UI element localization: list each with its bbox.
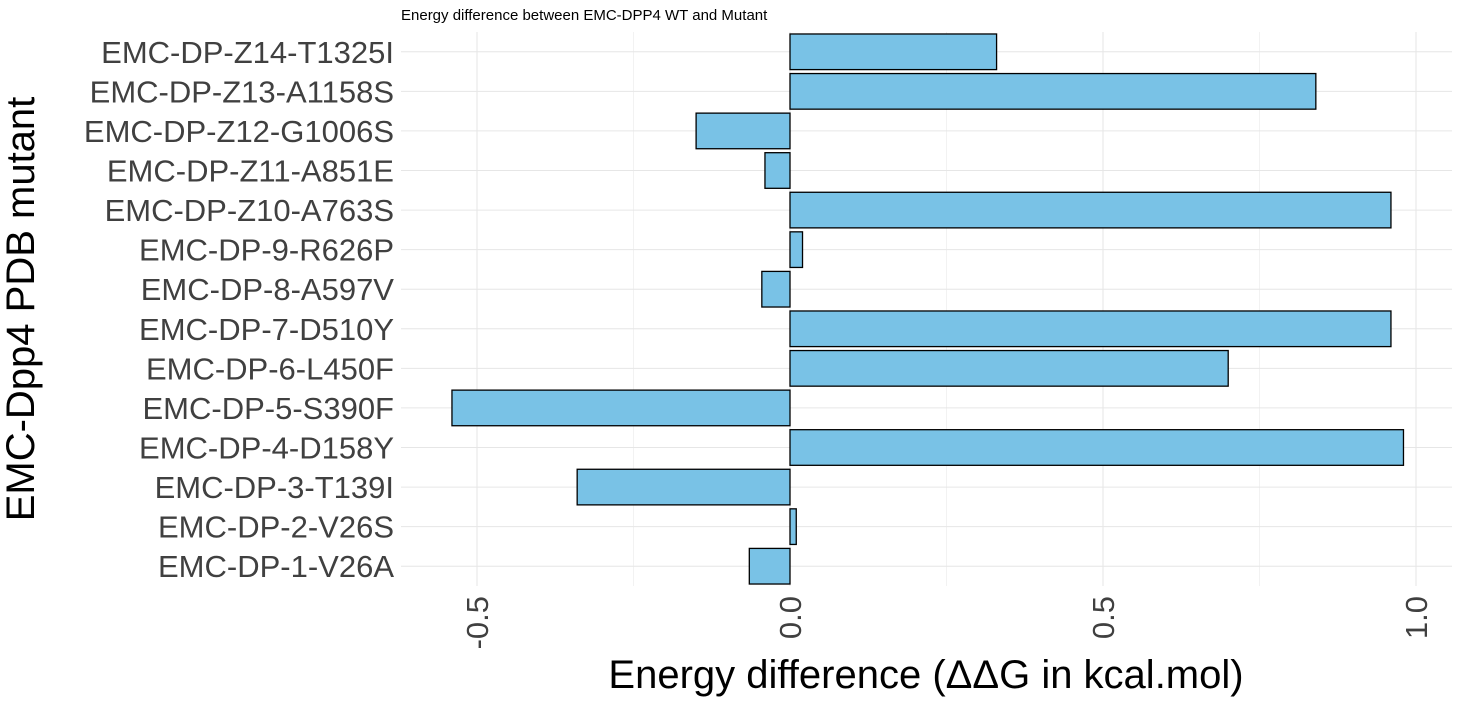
y-tick-label: EMC-DP-2-V26S xyxy=(158,510,394,545)
bar-emc-dp-7-d510y xyxy=(789,310,1392,348)
bar-emc-dp-z13-a1158s xyxy=(789,72,1317,110)
y-tick-label: EMC-DP-1-V26A xyxy=(158,549,394,584)
bar-emc-dp-2-v26s xyxy=(789,508,797,546)
y-tick-label: EMC-DP-9-R626P xyxy=(139,233,394,268)
y-tick-label: EMC-DP-Z13-A1158S xyxy=(90,74,394,109)
y-tick-label: EMC-DP-6-L450F xyxy=(146,351,394,386)
bar-emc-dp-9-r626p xyxy=(789,231,804,269)
bar-emc-dp-z12-g1006s xyxy=(695,112,791,150)
chart-title: Energy difference between EMC-DPP4 WT an… xyxy=(401,7,768,24)
x-tick-label: -0.5 xyxy=(460,596,495,649)
x-axis-tick-labels: -0.5 0.0 0.5 1.0 xyxy=(460,596,1434,649)
bar-emc-dp-3-t139i xyxy=(576,468,791,506)
gridlines xyxy=(401,32,1452,586)
bar-emc-dp-8-a597v xyxy=(761,270,791,308)
y-tick-label: EMC-DP-Z14-T1325I xyxy=(101,35,394,70)
bar-emc-dp-1-v26a xyxy=(748,547,791,585)
y-tick-label: EMC-DP-4-D158Y xyxy=(139,431,394,466)
y-tick-label: EMC-DP-3-T139I xyxy=(155,470,394,505)
bar-emc-dp-5-s390f xyxy=(451,389,791,427)
y-axis-title: EMC-Dpp4 PDB mutant xyxy=(0,97,43,522)
x-axis-title: Energy difference (ΔΔG in kcal.mol) xyxy=(608,653,1243,697)
y-axis-tick-labels: EMC-DP-Z14-T1325I EMC-DP-Z13-A1158S EMC-DP… xyxy=(84,35,394,584)
y-tick-label: EMC-DP-5-S390F xyxy=(143,391,395,426)
y-tick-label: EMC-DP-8-A597V xyxy=(141,272,395,307)
bar-emc-dp-z10-a763s xyxy=(789,191,1392,229)
x-tick-label: 1.0 xyxy=(1399,596,1434,639)
bar-emc-dp-z11-a851e xyxy=(764,152,791,189)
bar-emc-dp-6-l450f xyxy=(789,349,1229,387)
y-tick-label: EMC-DP-7-D510Y xyxy=(139,312,394,347)
y-tick-label: EMC-DP-Z11-A851E xyxy=(107,154,394,189)
x-tick-label: 0.5 xyxy=(1086,596,1121,639)
x-tick-label: 0.0 xyxy=(773,596,808,639)
bar-emc-dp-z14-t1325i xyxy=(789,33,998,71)
bar-emc-dp-4-d158y xyxy=(789,429,1405,466)
y-tick-label: EMC-DP-Z10-A763S xyxy=(105,193,394,228)
bars xyxy=(451,33,1405,585)
y-tick-label: EMC-DP-Z12-G1006S xyxy=(84,114,394,149)
